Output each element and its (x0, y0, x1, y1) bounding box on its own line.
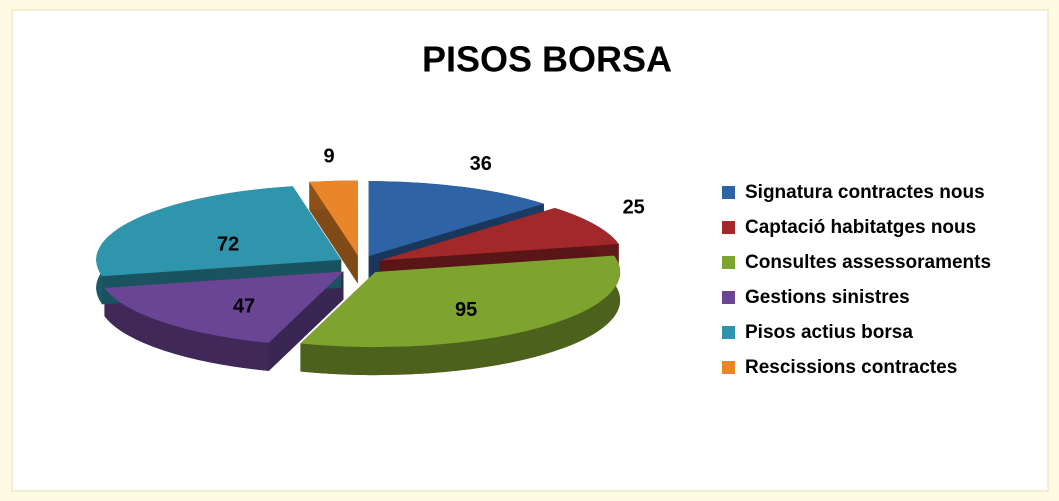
legend-label: Gestions sinistres (745, 287, 910, 308)
data-label: 47 (233, 296, 255, 318)
data-label: 9 (323, 146, 334, 168)
legend-label: Rescissions contractes (745, 357, 957, 378)
chart-title: PISOS BORSA (422, 39, 672, 80)
data-label: 25 (623, 196, 645, 218)
legend-label: Pisos actius borsa (745, 322, 913, 343)
slice (104, 271, 344, 343)
slice (300, 255, 621, 348)
legend-label: Consultes assessoraments (745, 252, 991, 273)
data-label: 95 (455, 299, 477, 321)
slice-wall (300, 255, 621, 376)
legend-label: Captació habitatges nous (745, 217, 976, 238)
data-label: 72 (217, 234, 239, 256)
legend-swatch (722, 326, 735, 339)
legend-swatch (722, 221, 735, 234)
slice (96, 186, 342, 277)
legend-label: Signatura contractes nous (745, 182, 985, 203)
legend-swatch (722, 291, 735, 304)
slice (309, 180, 358, 256)
legend-swatch (722, 361, 735, 374)
slice (379, 207, 619, 261)
legend-swatch (722, 256, 735, 269)
slice-wall (104, 287, 269, 371)
data-label: 36 (470, 153, 492, 175)
legend-swatch (722, 186, 735, 199)
slice (368, 181, 544, 257)
